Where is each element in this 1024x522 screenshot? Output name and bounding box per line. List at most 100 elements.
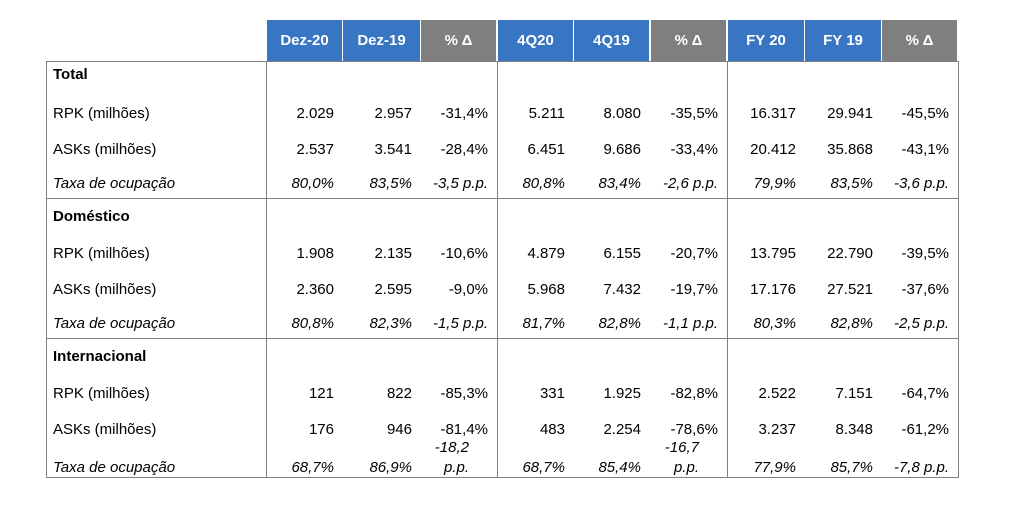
row-label: ASKs (milhões) <box>53 281 157 298</box>
table-border-vertical <box>727 61 728 478</box>
table-cell: 80,8% <box>522 175 565 192</box>
table-border-horizontal <box>46 338 959 339</box>
column-header: % Δ <box>421 20 496 61</box>
row-label: Taxa de ocupação <box>53 175 176 192</box>
column-header: Dez-19 <box>343 20 420 61</box>
table-cell: 83,5% <box>830 175 873 192</box>
section-title: Total <box>53 66 88 83</box>
table-cell: 4.879 <box>527 245 565 262</box>
table-cell: -20,7% <box>670 245 718 262</box>
table-cell: 80,8% <box>291 315 334 332</box>
table-border-vertical <box>46 61 47 478</box>
table-cell: 16.317 <box>750 105 796 122</box>
table-cell: 22.790 <box>827 245 873 262</box>
table-cell: 29.941 <box>827 105 873 122</box>
table-cell: 1.908 <box>296 245 334 262</box>
table-cell: 5.968 <box>527 281 565 298</box>
table-cell: 5.211 <box>528 105 565 122</box>
table-cell: 80,3% <box>753 315 796 332</box>
table-cell: 946 <box>386 421 412 438</box>
cell-line: -18,2 <box>434 439 469 456</box>
table-cell: -18,2 p.p. <box>421 438 469 478</box>
table-cell: 6.451 <box>527 141 565 158</box>
table-cell: 121 <box>308 385 334 402</box>
table-cell: 8.080 <box>603 105 641 122</box>
table-cell: -1,1 p.p. <box>662 315 718 332</box>
column-header: 4Q19 <box>574 20 649 61</box>
row-label: Taxa de ocupação <box>53 315 176 332</box>
table-cell: 822 <box>386 385 412 402</box>
table-cell: -37,6% <box>901 281 949 298</box>
table-cell: 6.155 <box>603 245 641 262</box>
row-label: Taxa de ocupação <box>53 459 176 476</box>
table-cell: -9,0% <box>448 281 488 298</box>
table-cell: -82,8% <box>670 385 718 402</box>
table-cell: 2.135 <box>374 245 412 262</box>
table-cell: 27.521 <box>827 281 873 298</box>
table-cell: -10,6% <box>440 245 488 262</box>
table-cell: -45,5% <box>901 105 949 122</box>
table-cell: -3,6 p.p. <box>893 175 949 192</box>
column-header: % Δ <box>882 20 957 61</box>
table-cell: 7.432 <box>603 281 641 298</box>
table-cell: 2.957 <box>374 105 412 122</box>
row-label: RPK (milhões) <box>53 245 150 262</box>
table-cell: 77,9% <box>753 459 796 476</box>
row-label: RPK (milhões) <box>53 385 150 402</box>
table-cell: 20.412 <box>750 141 796 158</box>
row-label: RPK (milhões) <box>53 105 150 122</box>
section-title: Internacional <box>53 348 147 365</box>
table-cell: -78,6% <box>670 421 718 438</box>
table-cell: 86,9% <box>369 459 412 476</box>
table-cell: 68,7% <box>291 459 334 476</box>
table-cell: 7.151 <box>835 385 873 402</box>
table-cell: -19,7% <box>670 281 718 298</box>
table-cell: 176 <box>308 421 334 438</box>
table-cell: 82,8% <box>830 315 873 332</box>
table-cell: -33,4% <box>670 141 718 158</box>
column-header: FY 19 <box>805 20 881 61</box>
table-cell: 68,7% <box>522 459 565 476</box>
column-header: % Δ <box>651 20 726 61</box>
section-title: Doméstico <box>53 208 130 225</box>
table-cell: 17.176 <box>750 281 796 298</box>
table-cell: -1,5 p.p. <box>432 315 488 332</box>
table-cell: 9.686 <box>603 141 641 158</box>
table-cell: -16,7 p.p. <box>651 438 699 478</box>
table-cell: -39,5% <box>901 245 949 262</box>
table-cell: 13.795 <box>750 245 796 262</box>
table-cell: -2,6 p.p. <box>662 175 718 192</box>
table-cell: 1.925 <box>603 385 641 402</box>
table-cell: 80,0% <box>291 175 334 192</box>
table-cell: 82,3% <box>369 315 412 332</box>
table-cell: 82,8% <box>598 315 641 332</box>
table-border-horizontal <box>46 198 959 199</box>
table-cell: -64,7% <box>901 385 949 402</box>
row-label: ASKs (milhões) <box>53 421 157 438</box>
table-cell: 2.029 <box>296 105 334 122</box>
cell-line: p.p. <box>673 459 699 476</box>
table-cell: 83,5% <box>369 175 412 192</box>
table-cell: 3.237 <box>758 421 796 438</box>
table-cell: 2.522 <box>758 385 796 402</box>
table-cell: 83,4% <box>598 175 641 192</box>
table-cell: 483 <box>539 421 565 438</box>
table-cell: 2.254 <box>603 421 641 438</box>
table-border-vertical <box>958 61 959 478</box>
column-header: 4Q20 <box>498 20 573 61</box>
table-cell: 79,9% <box>753 175 796 192</box>
cell-line: p.p. <box>443 459 469 476</box>
table-cell: -85,3% <box>440 385 488 402</box>
table-cell: -81,4% <box>440 421 488 438</box>
table-cell: 2.537 <box>296 141 334 158</box>
table-cell: 8.348 <box>835 421 873 438</box>
table-cell: 81,7% <box>522 315 565 332</box>
table-cell: 2.595 <box>374 281 412 298</box>
cell-line: -16,7 <box>664 439 699 456</box>
table-cell: 35.868 <box>827 141 873 158</box>
table-border-vertical <box>266 61 267 478</box>
table-cell: -43,1% <box>901 141 949 158</box>
column-header: Dez-20 <box>267 20 342 61</box>
table-cell: 3.541 <box>374 141 412 158</box>
table-cell: -35,5% <box>670 105 718 122</box>
